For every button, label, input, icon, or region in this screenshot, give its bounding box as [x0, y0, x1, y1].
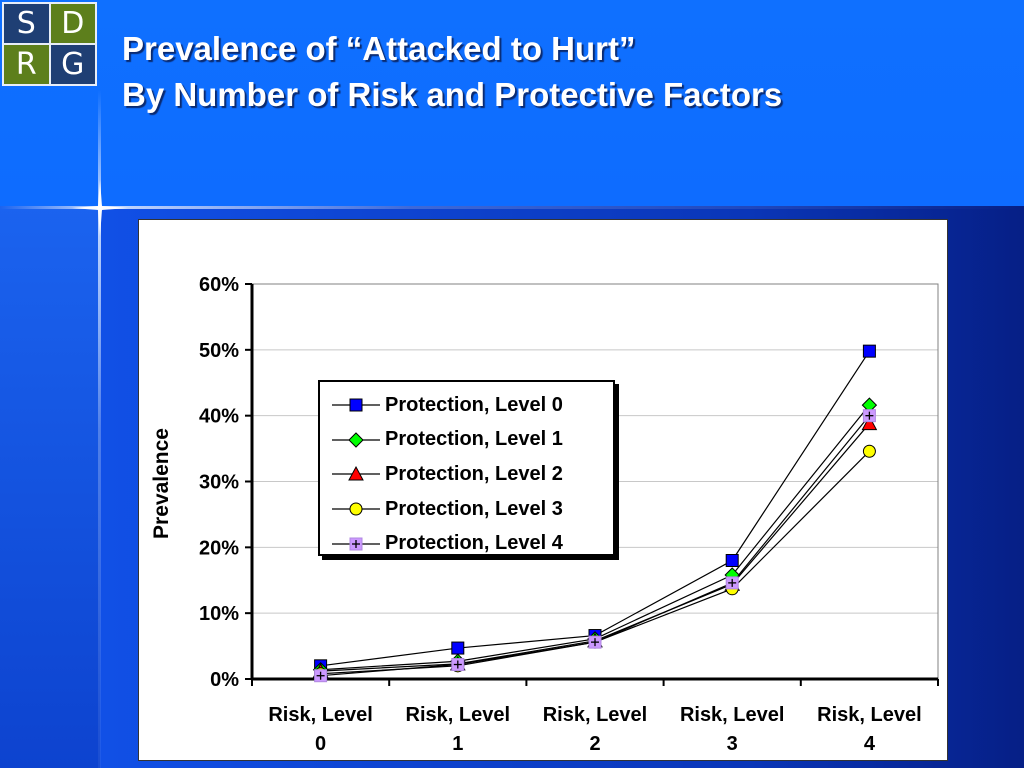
data-point-s4-3 [725, 576, 739, 590]
data-point-s4-2 [588, 635, 602, 649]
legend-item: Protection, Level 1 [332, 423, 613, 458]
logo-letter-r: R [4, 45, 49, 84]
legend-marker [349, 398, 363, 412]
slide-title-line1: Prevalence of “Attacked to Hurt” [122, 30, 636, 67]
y-tick-label: 50% [199, 340, 239, 362]
chart-legend: Protection, Level 0 Protection, Level 1 Pr… [318, 380, 615, 556]
legend-marker-icon [332, 537, 380, 551]
left-strip [0, 206, 100, 768]
data-point-s0-4 [862, 344, 876, 358]
slide-title: Prevalence of “Attacked to Hurt” By Numb… [122, 26, 1002, 118]
y-tick-label: 40% [199, 406, 239, 428]
x-tick-label: Risk, Level 2 [543, 704, 648, 755]
data-point-s0-1 [451, 641, 465, 655]
y-tick-label: 10% [199, 603, 239, 625]
horizontal-divider [0, 206, 1024, 209]
legend-item: Protection, Level 2 [332, 457, 613, 492]
data-point-s2-4 [861, 415, 878, 431]
legend-marker [349, 537, 363, 551]
data-point-s4-0 [314, 669, 328, 683]
legend-marker-icon [332, 466, 380, 481]
data-point-s4-1 [451, 658, 465, 672]
data-point-s3-4 [862, 444, 876, 458]
y-tick-label: 0% [210, 669, 239, 691]
legend-item: Protection, Level 0 [332, 388, 613, 423]
legend-marker [349, 502, 363, 516]
x-tick-label: Risk, Level 4 [817, 704, 922, 755]
y-tick-label: 20% [199, 537, 239, 559]
legend-label: Protection, Level 2 [385, 462, 563, 485]
x-tick-label: Risk, Level 3 [680, 704, 785, 755]
slide-title-line2: By Number of Risk and Protective Factors [122, 76, 783, 113]
legend-label: Protection, Level 4 [385, 532, 563, 555]
legend-marker [348, 432, 364, 448]
legend-label: Protection, Level 0 [385, 393, 563, 416]
sdrg-logo: S D R G [2, 2, 97, 86]
legend-marker-icon [332, 432, 380, 448]
x-tick-label: Risk, Level 0 [268, 704, 373, 755]
logo-letter-d: D [50, 4, 95, 43]
legend-label: Protection, Level 3 [385, 497, 563, 520]
header-band [0, 0, 1024, 206]
y-axis-title: Prevalence [150, 428, 173, 539]
y-tick-label: 60% [199, 274, 239, 296]
x-tick-label: Risk, Level 1 [406, 704, 511, 755]
logo-letter-g: G [50, 45, 95, 84]
legend-marker-icon [332, 502, 380, 516]
legend-marker-icon [332, 398, 380, 412]
chart-panel: 0% 10% 20% 30% 40% 50% 60% Risk, Level 0 Risk, Le… [138, 219, 948, 761]
vertical-divider [98, 90, 101, 768]
data-point-s4-4 [862, 409, 876, 423]
legend-item: Protection, Level 4 [332, 526, 613, 561]
legend-label: Protection, Level 1 [385, 428, 563, 451]
logo-letter-s: S [4, 4, 49, 43]
legend-marker [348, 466, 364, 481]
legend-item: Protection, Level 3 [332, 492, 613, 527]
y-tick-label: 30% [199, 472, 239, 494]
data-point-s0-3 [725, 554, 739, 567]
